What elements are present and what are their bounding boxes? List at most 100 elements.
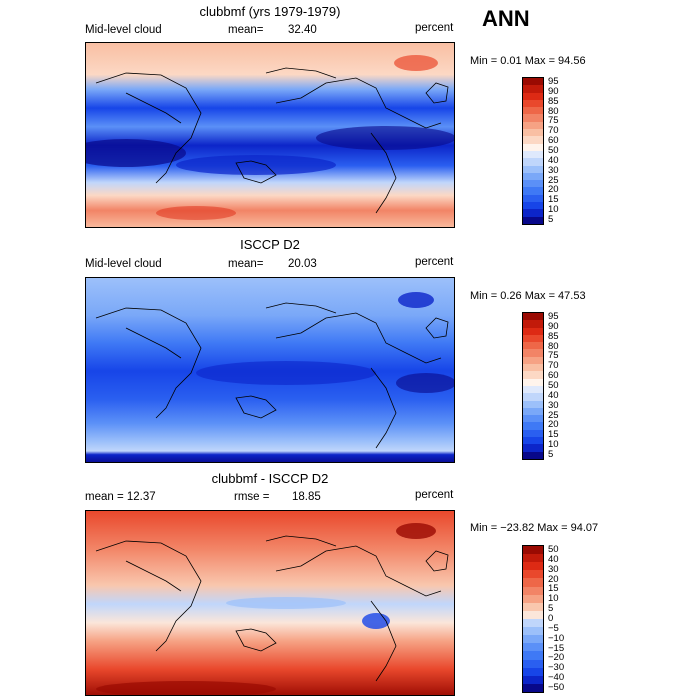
colorbar-tick-label: 75 — [548, 350, 559, 362]
colorbar-segment — [523, 683, 543, 692]
panel-2-colorbar — [522, 312, 544, 460]
colorbar-segment — [523, 172, 543, 181]
colorbar-tick-label: −20 — [548, 652, 565, 664]
colorbar-segment — [523, 334, 543, 343]
colorbar-tick-label: 75 — [548, 115, 559, 127]
colorbar-tick-label: 25 — [548, 174, 559, 186]
colorbar-segment — [523, 92, 543, 100]
colorbar-segment — [523, 378, 543, 386]
colorbar-tick-label: 25 — [548, 409, 559, 421]
colorbar-segment — [523, 356, 543, 365]
colorbar-segment — [523, 618, 543, 628]
colorbar-segment — [523, 78, 543, 86]
panel-1-map-svg — [86, 43, 454, 227]
colorbar-segment — [523, 327, 543, 335]
panel-1-map — [85, 42, 455, 228]
panel-1-stat-label: mean= — [228, 24, 264, 36]
colorbar-segment — [523, 313, 543, 321]
colorbar-segment — [523, 667, 543, 676]
colorbar-segment — [523, 400, 543, 408]
colorbar-segment — [523, 320, 543, 328]
colorbar-segment — [523, 659, 543, 668]
panel-1-stat-value: 32.40 — [288, 24, 317, 36]
colorbar-segment — [523, 393, 543, 401]
colorbar-tick-label: −5 — [548, 622, 559, 634]
colorbar-segment — [523, 107, 543, 115]
colorbar-segment — [523, 635, 543, 644]
colorbar-tick-label: 80 — [548, 105, 559, 117]
colorbar-tick-label: 90 — [548, 320, 559, 332]
colorbar-tick-label: 70 — [548, 360, 559, 372]
colorbar-tick-label: 30 — [548, 399, 559, 411]
colorbar-segment — [523, 150, 543, 159]
colorbar-tick-label: 95 — [548, 310, 559, 322]
colorbar-tick-label: −50 — [548, 682, 565, 694]
panel-3-map — [85, 510, 455, 696]
colorbar-tick-label: −10 — [548, 632, 565, 644]
colorbar-segment — [523, 165, 543, 173]
colorbar-tick-label: 90 — [548, 85, 559, 97]
colorbar-segment — [523, 407, 543, 416]
colorbar-segment — [523, 180, 543, 188]
colorbar-segment — [523, 114, 543, 122]
colorbar-tick-label: −15 — [548, 642, 565, 654]
colorbar-tick-label: 30 — [548, 164, 559, 176]
panel-1-unit: percent — [415, 22, 454, 34]
colorbar-tick-label: 15 — [548, 583, 559, 595]
coastlines — [95, 535, 449, 682]
panel-3-stat-label: rmse = — [234, 491, 270, 503]
colorbar-tick-label: 30 — [548, 563, 559, 575]
colorbar-segment — [523, 415, 543, 423]
colorbar-segment — [523, 342, 543, 350]
colorbar-tick-label: 5 — [548, 603, 554, 615]
colorbar-segment — [523, 437, 543, 445]
colorbar-tick-label: 5 — [548, 449, 554, 461]
colorbar-segment — [523, 578, 543, 587]
panel-2-stat-label: mean= — [228, 258, 264, 270]
colorbar-tick-label: 20 — [548, 573, 559, 585]
panel-1-variable-label: Mid-level cloud — [85, 24, 162, 36]
colorbar-segment — [523, 371, 543, 379]
colorbar-tick-label: −30 — [548, 662, 565, 674]
panel-2-unit: percent — [415, 256, 454, 268]
panel-1-colorbar — [522, 77, 544, 225]
panel-3-unit: percent — [415, 489, 454, 501]
colorbar-tick-label: 20 — [548, 184, 559, 196]
colorbar-segment — [523, 209, 543, 217]
colorbar-tick-label: 60 — [548, 370, 559, 382]
colorbar-segment — [523, 570, 543, 579]
colorbar-tick-label: 85 — [548, 330, 559, 342]
colorbar-segment — [523, 349, 543, 357]
colorbar-segment — [523, 143, 543, 151]
colorbar-segment — [523, 444, 543, 452]
panel-2-title: ISCCP D2 — [240, 237, 300, 252]
season-label: ANN — [482, 6, 530, 31]
colorbar-tick-label: −40 — [548, 672, 565, 684]
colorbar-segment — [523, 129, 543, 137]
colorbar-tick-label: 5 — [548, 214, 554, 226]
coastlines — [95, 67, 449, 214]
panel-3-minmax: Min = −23.82 Max = 94.07 — [470, 522, 599, 534]
colorbar-tick-label: 40 — [548, 553, 559, 565]
panel-2-stat-value: 20.03 — [288, 258, 317, 270]
colorbar-segment — [523, 121, 543, 130]
colorbar-segment — [523, 554, 543, 563]
panel-1-minmax: Min = 0.01 Max = 94.56 — [470, 55, 586, 67]
colorbar-segment — [523, 546, 543, 555]
panel-2-map-svg — [86, 278, 454, 462]
panel-3-map-svg — [86, 511, 454, 695]
colorbar-segment — [523, 562, 543, 571]
colorbar-tick-label: 70 — [548, 125, 559, 137]
panel-3-mean-label: mean = 12.37 — [85, 491, 156, 503]
colorbar-tick-label: 15 — [548, 194, 559, 206]
colorbar-segment — [523, 429, 543, 438]
colorbar-tick-label: 50 — [548, 380, 559, 391]
colorbar-segment — [523, 451, 543, 459]
colorbar-segment — [523, 85, 543, 93]
colorbar-segment — [523, 610, 543, 619]
colorbar-segment — [523, 202, 543, 210]
colorbar-tick-label: 80 — [548, 340, 559, 352]
colorbar-segment — [523, 422, 543, 430]
colorbar-tick-label: 40 — [548, 154, 559, 166]
panel-3-stat-value: 18.85 — [292, 491, 321, 503]
